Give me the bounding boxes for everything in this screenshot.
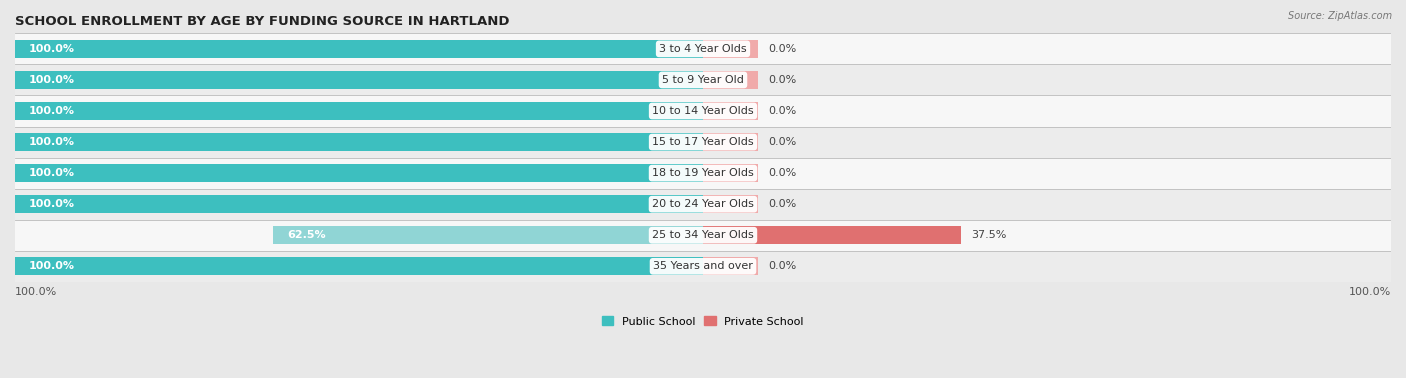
Text: 62.5%: 62.5% bbox=[287, 230, 325, 240]
Bar bbox=[15, 220, 1391, 251]
Bar bbox=[15, 33, 1391, 64]
Bar bbox=[703, 102, 758, 120]
Text: 0.0%: 0.0% bbox=[768, 199, 797, 209]
Bar bbox=[15, 195, 703, 213]
Text: 18 to 19 Year Olds: 18 to 19 Year Olds bbox=[652, 168, 754, 178]
Bar bbox=[15, 127, 1391, 158]
Text: 3 to 4 Year Olds: 3 to 4 Year Olds bbox=[659, 44, 747, 54]
Bar bbox=[703, 195, 758, 213]
Text: 20 to 24 Year Olds: 20 to 24 Year Olds bbox=[652, 199, 754, 209]
Bar bbox=[15, 189, 1391, 220]
Bar bbox=[15, 102, 703, 120]
Bar bbox=[15, 251, 1391, 282]
Text: 25 to 34 Year Olds: 25 to 34 Year Olds bbox=[652, 230, 754, 240]
Text: 0.0%: 0.0% bbox=[768, 44, 797, 54]
Bar bbox=[15, 40, 703, 58]
Text: 100.0%: 100.0% bbox=[28, 106, 75, 116]
Text: 0.0%: 0.0% bbox=[768, 106, 797, 116]
Text: 10 to 14 Year Olds: 10 to 14 Year Olds bbox=[652, 106, 754, 116]
Text: 0.0%: 0.0% bbox=[768, 137, 797, 147]
Bar bbox=[703, 226, 758, 244]
Legend: Public School, Private School: Public School, Private School bbox=[598, 312, 808, 331]
Text: 0.0%: 0.0% bbox=[768, 168, 797, 178]
Bar bbox=[15, 133, 703, 151]
Text: 0.0%: 0.0% bbox=[768, 75, 797, 85]
Text: 100.0%: 100.0% bbox=[28, 137, 75, 147]
Text: 100.0%: 100.0% bbox=[28, 75, 75, 85]
Bar bbox=[703, 226, 960, 244]
Bar bbox=[15, 64, 1391, 96]
Bar bbox=[15, 96, 1391, 127]
Text: 100.0%: 100.0% bbox=[28, 199, 75, 209]
Bar bbox=[703, 71, 758, 89]
Text: Source: ZipAtlas.com: Source: ZipAtlas.com bbox=[1288, 11, 1392, 21]
Text: 100.0%: 100.0% bbox=[1348, 287, 1391, 296]
Bar bbox=[703, 164, 758, 182]
Bar bbox=[15, 164, 703, 182]
Bar bbox=[703, 40, 758, 58]
Text: 100.0%: 100.0% bbox=[28, 168, 75, 178]
Text: 100.0%: 100.0% bbox=[28, 261, 75, 271]
Text: 100.0%: 100.0% bbox=[28, 44, 75, 54]
Bar bbox=[15, 257, 703, 275]
Bar bbox=[703, 133, 758, 151]
Text: 37.5%: 37.5% bbox=[972, 230, 1007, 240]
Bar bbox=[15, 71, 703, 89]
Bar bbox=[15, 158, 1391, 189]
Text: 100.0%: 100.0% bbox=[15, 287, 58, 296]
Text: 0.0%: 0.0% bbox=[768, 261, 797, 271]
Bar bbox=[273, 226, 703, 244]
Text: SCHOOL ENROLLMENT BY AGE BY FUNDING SOURCE IN HARTLAND: SCHOOL ENROLLMENT BY AGE BY FUNDING SOUR… bbox=[15, 15, 509, 28]
Text: 35 Years and over: 35 Years and over bbox=[652, 261, 754, 271]
Bar bbox=[703, 257, 758, 275]
Text: 5 to 9 Year Old: 5 to 9 Year Old bbox=[662, 75, 744, 85]
Text: 15 to 17 Year Olds: 15 to 17 Year Olds bbox=[652, 137, 754, 147]
